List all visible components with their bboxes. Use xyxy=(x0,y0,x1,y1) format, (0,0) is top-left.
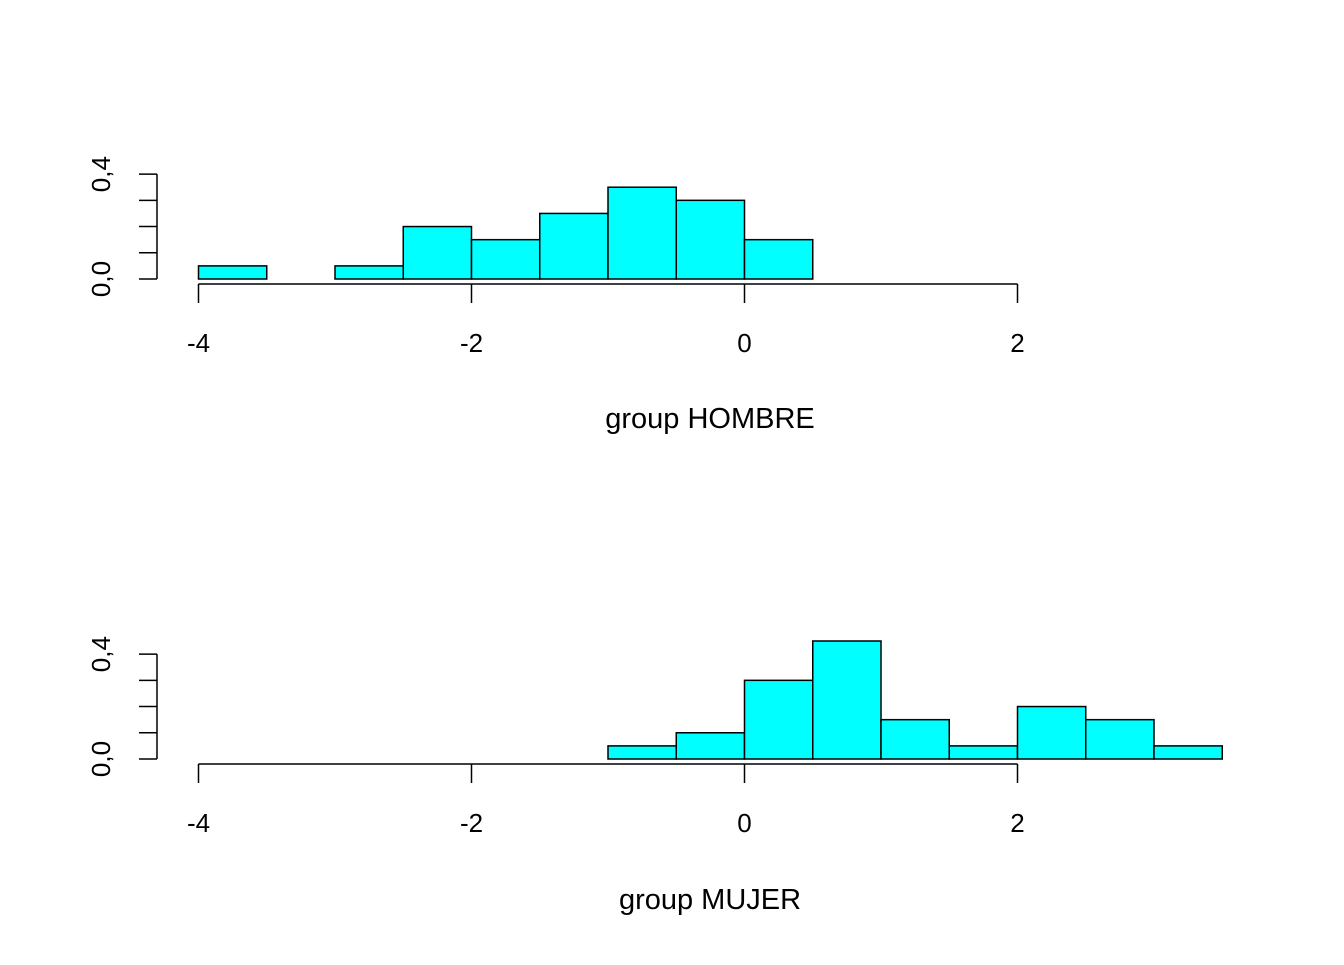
histogram-bar xyxy=(539,212,609,280)
histogram-bar xyxy=(1016,705,1087,760)
x-tick-label: -2 xyxy=(460,808,483,838)
x-tick-label: 0 xyxy=(737,328,751,358)
histogram-bar xyxy=(743,679,814,760)
histogram-bar xyxy=(607,186,677,280)
histogram-bar xyxy=(675,199,746,280)
histogram-bar xyxy=(470,238,541,280)
histogram-bar xyxy=(675,732,746,760)
x-tick-label: 2 xyxy=(1010,328,1024,358)
x-tick-label: 0 xyxy=(737,808,751,838)
y-tick-label: 0,0 xyxy=(86,741,116,777)
panel-hombre: 0,0 0,4 -4 -2 0 2 group HOMBRE xyxy=(86,156,1025,435)
histogram-bar xyxy=(948,745,1019,760)
y-tick-label: 0,0 xyxy=(86,261,116,297)
histogram-bar xyxy=(402,225,473,280)
histogram-bar xyxy=(607,745,677,760)
x-tick-label: 2 xyxy=(1010,808,1024,838)
x-tick-label: -4 xyxy=(187,328,210,358)
histogram-bar xyxy=(812,640,882,760)
histogram-bar xyxy=(1153,745,1223,760)
y-tick-label: 0,4 xyxy=(86,636,116,672)
histogram-bar xyxy=(197,265,268,280)
panel-mujer: 0,0 0,4 -4 -2 0 2 group MUJER xyxy=(86,636,1223,916)
histogram-bar xyxy=(743,238,814,280)
y-tick-label: 0,4 xyxy=(86,156,116,192)
histogram-bar xyxy=(880,718,950,760)
histogram-bar xyxy=(1085,718,1155,760)
x-tick-label: -4 xyxy=(187,808,210,838)
x-axis-label: group MUJER xyxy=(619,884,801,916)
histogram-bar xyxy=(334,265,404,280)
x-tick-label: -2 xyxy=(460,328,483,358)
x-axis-label: group HOMBRE xyxy=(605,403,815,435)
